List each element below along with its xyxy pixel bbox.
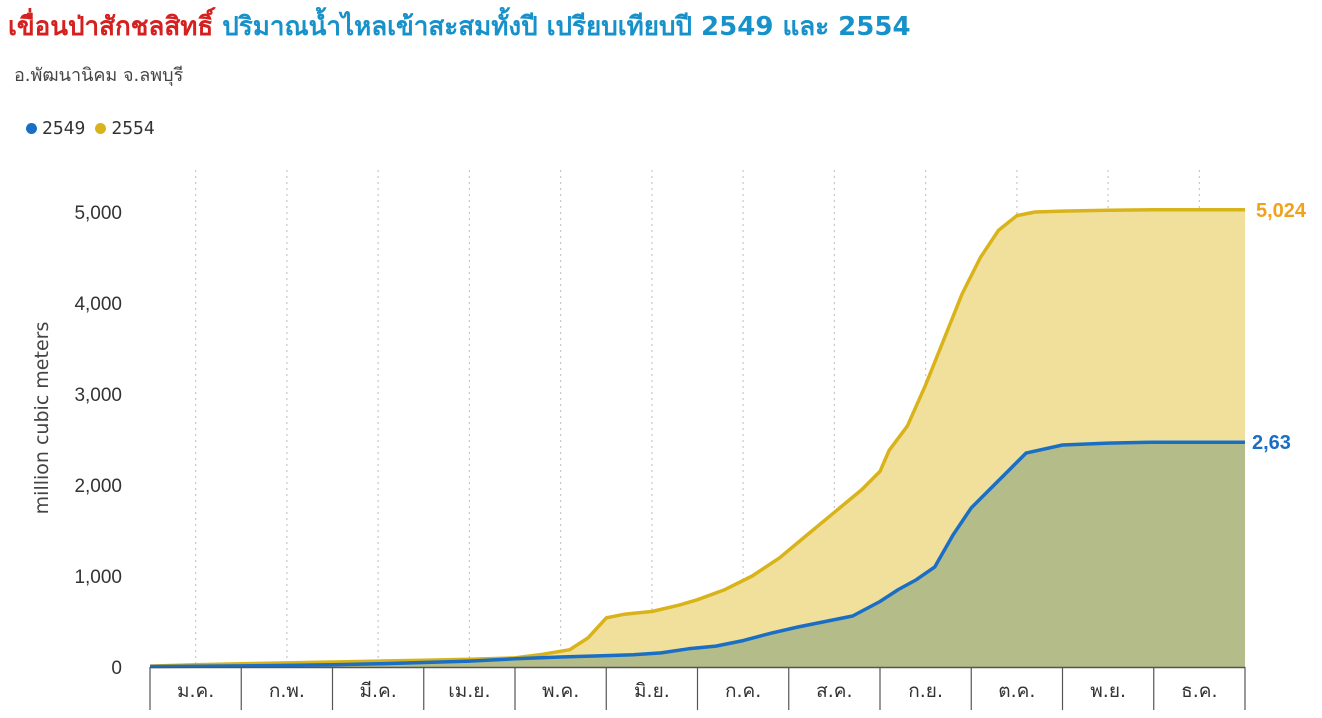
x-tick-label-12: ธ.ค. [1181, 680, 1217, 702]
area-layer [150, 209, 1245, 668]
y-tick-label-0: 0 [111, 658, 122, 679]
legend-item-2554: 2554 [95, 118, 155, 139]
y-tick-label-2000: 2,000 [74, 476, 122, 497]
y-axis-label: million cubic meters [31, 322, 53, 515]
y-tick-label-3000: 3,000 [74, 385, 122, 406]
chart-subtitle: อ.พัฒนานิคม จ.ลพบุรี [14, 65, 184, 86]
x-tick-label-11: พ.ย. [1090, 680, 1126, 702]
x-tick-label-1: ม.ค. [177, 680, 214, 702]
x-tick-label-8: ส.ค. [816, 680, 852, 702]
legend-label-2554: 2554 [111, 118, 155, 139]
title-main: เขื่อนป่าสักชลสิทธิ์ [8, 12, 214, 42]
label-layer: 5,024 2,63 [1252, 200, 1307, 454]
x-tick-label-5: พ.ค. [542, 680, 579, 702]
legend-item-2549: 2549 [26, 118, 85, 139]
legend-dot-2549 [26, 123, 37, 134]
x-tick-label-6: มิ.ย. [634, 680, 670, 702]
y-tick-label-5000: 5,000 [74, 203, 122, 224]
x-tick-label-4: เม.ย. [448, 680, 490, 702]
legend-label-2549: 2549 [42, 118, 86, 139]
line-2554 [149, 208, 1245, 668]
x-tick-label-10: ต.ค. [998, 680, 1035, 702]
x-tick-label-3: มี.ค. [359, 680, 396, 702]
x-tick-label-9: ก.ย. [908, 680, 943, 702]
title-rest: ปริมาณน้ำไหลเข้าสะสมทั้งปี เปรียบเทียบปี… [222, 12, 911, 42]
area-2549 [150, 442, 1245, 667]
line-layer [149, 208, 1245, 669]
axis-layer: 0 1,000 2,000 3,000 4,000 5,000 ม.ค. ก.พ. มี.ค. เ… [74, 203, 1246, 710]
legend-dot-2554 [95, 123, 107, 134]
y-tick-label-4000: 4,000 [74, 294, 122, 315]
x-tick-label-2: ก.พ. [269, 680, 305, 702]
x-tick-label-7: ก.ค. [725, 680, 761, 702]
end-label-2549: 2,63 [1252, 432, 1291, 454]
end-label-2554: 5,024 [1256, 200, 1307, 222]
y-tick-label-1000: 1,000 [74, 567, 122, 588]
chart-title: เขื่อนป่าสักชลสิทธิ์ ปริมาณน้ำไหลเข้าสะส… [8, 10, 911, 44]
line-2549 [149, 440, 1245, 669]
legend: 2549 2554 [26, 118, 165, 139]
